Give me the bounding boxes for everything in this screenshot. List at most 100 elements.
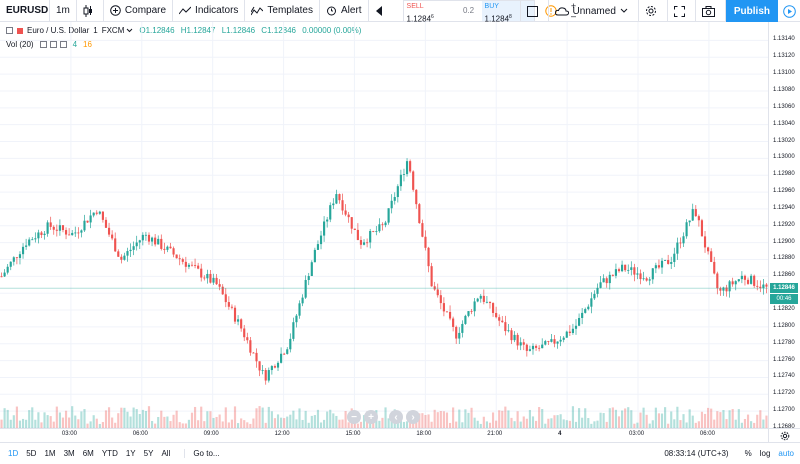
price-chart[interactable] — [0, 22, 768, 428]
templates-button[interactable]: Templates — [245, 0, 320, 22]
range-1m[interactable]: 1M — [44, 449, 56, 458]
eye-icon[interactable] — [39, 41, 47, 48]
settings-button[interactable] — [639, 0, 668, 22]
volume-bar — [544, 423, 547, 428]
scroll-left-button[interactable]: ‹ — [389, 410, 403, 424]
candle-body — [654, 265, 657, 269]
minus-icon[interactable]: – — [571, 10, 577, 21]
candle-body — [525, 344, 528, 351]
volume-bar — [3, 408, 6, 428]
time-tick: 09:00 — [203, 431, 219, 437]
goto-button[interactable]: Go to... — [184, 449, 223, 458]
candle-body — [18, 254, 22, 258]
candle-body — [703, 236, 707, 248]
candle-body — [190, 264, 194, 266]
candle-body — [178, 258, 181, 260]
range-3m[interactable]: 3M — [63, 449, 75, 458]
range-1d[interactable]: 1D — [8, 449, 19, 458]
candle-body — [765, 284, 768, 287]
flag-icon[interactable] — [17, 27, 23, 34]
layout-name-button[interactable]: Unnamed — [547, 0, 639, 22]
volume-bar — [722, 410, 725, 428]
zoom-out-button[interactable]: − — [347, 410, 361, 424]
plus-icon[interactable]: + — [570, 0, 577, 11]
volume-bar — [611, 407, 614, 428]
chart-type-button[interactable] — [77, 0, 104, 22]
candle-body — [713, 261, 716, 274]
candle-body — [80, 230, 83, 233]
candle-body — [92, 212, 95, 216]
sell-button[interactable]: SELL 1.12846 — [404, 1, 456, 24]
candle-body — [710, 251, 713, 262]
symbol-search[interactable]: EURUSD — [0, 0, 50, 22]
candle-body — [46, 222, 49, 234]
range-all[interactable]: All — [161, 449, 171, 458]
candle-body — [200, 268, 203, 278]
range-5d[interactable]: 5D — [26, 449, 37, 458]
candle-body — [323, 221, 326, 236]
chart-settings-button[interactable] — [768, 428, 800, 442]
fullscreen-toggle[interactable] — [519, 0, 548, 22]
candle-body — [283, 353, 286, 355]
alert-button[interactable]: Alert — [320, 0, 369, 22]
volume-bar — [68, 417, 71, 428]
candle-body — [52, 226, 55, 230]
volume-bar — [691, 415, 694, 428]
candle-body — [421, 223, 424, 237]
play-button[interactable] — [778, 0, 800, 22]
candle-body — [258, 361, 261, 371]
close-value: C1.12846 — [261, 26, 296, 35]
candle-body — [722, 287, 725, 291]
chevron-down-icon[interactable] — [126, 28, 133, 33]
volume-bar — [409, 421, 412, 428]
symbol-legend: Euro / U.S. Dollar 1 FXCM O1.12846 H1.12… — [6, 26, 365, 35]
expand-button[interactable] — [668, 0, 696, 22]
range-ytd[interactable]: YTD — [101, 449, 118, 458]
time-axis[interactable]: 03:00 06:00 09:00 12:00 15:00 18:00 21:00 4 03:0… — [0, 428, 768, 442]
range-1y[interactable]: 1Y — [125, 449, 136, 458]
time-tick: 03:00 — [629, 431, 645, 437]
candle-body — [630, 267, 633, 270]
compare-button[interactable]: Compare — [104, 0, 174, 22]
candle-body — [642, 278, 645, 280]
change-value: 0.00000 (0.00%) — [302, 26, 362, 35]
candle-body — [516, 334, 519, 346]
volume-bar — [608, 408, 611, 428]
ohlc-values: O1.12846 H1.12847 L1.12846 C1.12846 0.00… — [139, 26, 365, 35]
publish-button[interactable]: Publish — [725, 0, 778, 22]
snapshot-button[interactable] — [696, 0, 726, 22]
log-toggle[interactable]: log — [759, 449, 771, 458]
indicators-button[interactable]: Indicators — [173, 0, 246, 22]
price-tick: 1.13060 — [773, 103, 795, 110]
zoom-in-button[interactable]: + — [364, 410, 378, 424]
volume-bar — [501, 410, 504, 428]
scroll-right-button[interactable]: › — [406, 410, 420, 424]
quantity-stepper[interactable]: + – — [567, 1, 581, 21]
volume-bar — [719, 412, 722, 428]
price-axis[interactable]: 1.13140 1.13120 1.13100 1.13080 1.13060 1.130… — [768, 22, 800, 430]
collapse-legend-icon[interactable] — [6, 27, 13, 34]
auto-toggle[interactable]: auto — [778, 449, 794, 458]
volume-bar — [599, 412, 602, 428]
candle-body — [750, 275, 753, 284]
plus-circle-icon — [110, 5, 121, 16]
range-5y[interactable]: 5Y — [143, 449, 154, 458]
close-icon[interactable] — [59, 41, 67, 48]
replay-button[interactable] — [369, 0, 393, 22]
volume-bar — [418, 413, 421, 428]
volume-bar — [6, 409, 9, 428]
buy-label: BUY — [484, 2, 499, 10]
volume-bar — [135, 409, 138, 428]
volume-bar — [61, 417, 65, 428]
legend-interval: 1 — [93, 26, 98, 35]
buy-button[interactable]: BUY 1.12848 — [481, 0, 534, 23]
percent-toggle[interactable]: % — [744, 449, 752, 458]
clock[interactable]: 08:33:14 (UTC+3) — [664, 449, 729, 458]
settings-icon[interactable] — [49, 41, 57, 48]
candle-body — [289, 338, 292, 350]
interval-button[interactable]: 1m — [50, 0, 77, 22]
candle-body — [120, 256, 123, 260]
range-6m[interactable]: 6M — [82, 449, 94, 458]
candle-body — [160, 238, 163, 249]
